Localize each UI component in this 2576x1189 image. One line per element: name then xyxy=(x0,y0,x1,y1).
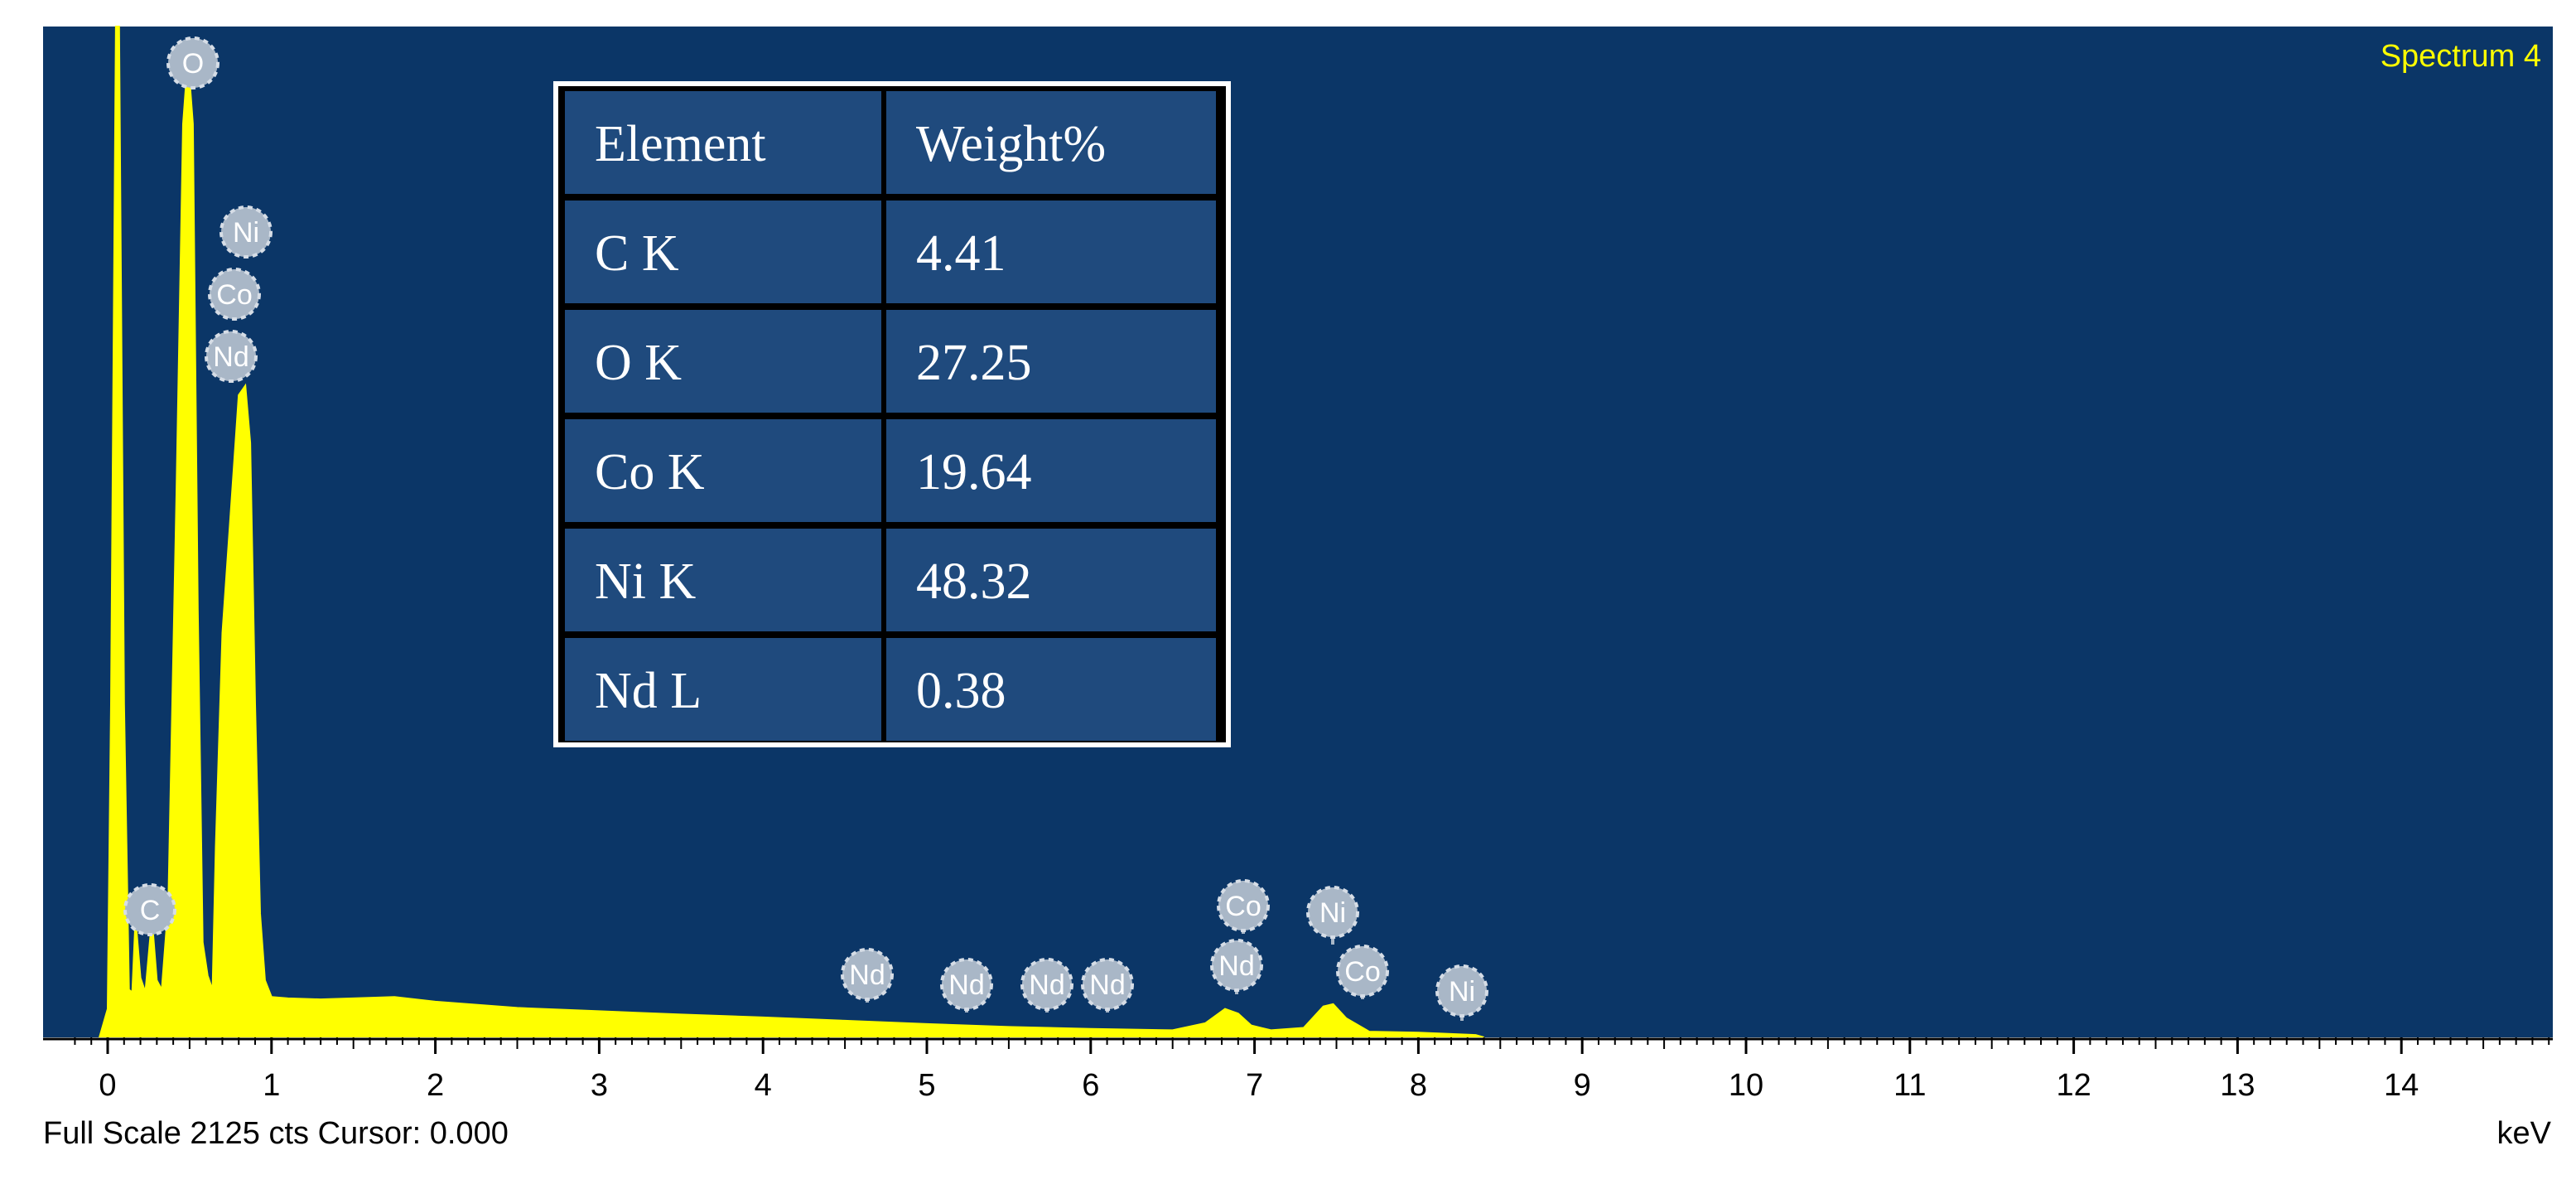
peak-marker-ni: Ni xyxy=(1435,964,1488,1021)
peak-marker-label: Ni xyxy=(233,217,259,249)
x-tick-label: 1 xyxy=(263,1068,280,1103)
peak-marker-nd: Nd xyxy=(205,330,258,383)
peak-marker-bubble xyxy=(208,268,261,321)
weight-value: 19.64 xyxy=(916,444,1032,500)
x-tick-label: 7 xyxy=(1246,1068,1263,1103)
peak-marker-bubble xyxy=(166,36,219,89)
peak-marker-bubble xyxy=(1020,958,1073,1011)
peak-marker-bubble xyxy=(1435,964,1488,1017)
table-cell xyxy=(565,529,881,631)
spectrum-title: Spectrum 4 xyxy=(2381,39,2541,74)
peak-marker-bubble xyxy=(1210,939,1263,992)
peak-marker-label: Nd xyxy=(1218,950,1254,982)
x-tick-label: 14 xyxy=(2384,1068,2419,1103)
full-scale-cursor-readout: Full Scale 2125 cts Cursor: 0.000 xyxy=(43,1116,509,1151)
x-axis-label: keV xyxy=(2497,1116,2552,1151)
peak-marker-label: C xyxy=(140,895,161,926)
peak-marker-label: Nd xyxy=(1029,969,1064,1001)
table-cell xyxy=(886,419,1216,522)
peak-marker-nd: Nd xyxy=(1020,958,1073,1013)
table-header-cell xyxy=(565,91,881,194)
table-cell xyxy=(565,419,881,522)
peak-marker-ni: Ni xyxy=(219,205,273,259)
weight-value: 4.41 xyxy=(916,225,1006,282)
peak-marker-bubble xyxy=(940,958,993,1011)
x-tick-label: 2 xyxy=(427,1068,444,1103)
weight-value: 27.25 xyxy=(916,335,1032,391)
peak-marker-bubble xyxy=(205,330,258,383)
x-tick-label: 3 xyxy=(591,1068,608,1103)
table-cell xyxy=(565,638,881,741)
peak-marker-nd: Nd xyxy=(940,958,993,1013)
table-cell xyxy=(886,310,1216,413)
x-tick-label: 10 xyxy=(1729,1068,1763,1103)
peak-marker-label: Co xyxy=(1225,891,1261,922)
peak-marker-label: Nd xyxy=(1089,969,1125,1001)
peak-marker-bubble xyxy=(219,205,273,259)
weight-value: 0.38 xyxy=(916,663,1006,719)
weight-value: 48.32 xyxy=(916,553,1032,610)
element-name: Co K xyxy=(595,444,705,500)
table-cell xyxy=(565,310,881,413)
table-header-text: Weight% xyxy=(916,116,1106,172)
peak-marker-label: Co xyxy=(1344,956,1380,988)
element-name: O K xyxy=(595,335,682,391)
x-tick-label: 11 xyxy=(1893,1068,1926,1103)
peak-marker-bubble xyxy=(123,883,176,936)
x-tick-label: 6 xyxy=(1082,1068,1099,1103)
plot-area xyxy=(43,27,2553,1037)
table-cell xyxy=(886,529,1216,631)
peak-marker-bubble xyxy=(1081,958,1134,1011)
x-tick-label: 12 xyxy=(2056,1068,2091,1103)
x-tick-label: 8 xyxy=(1410,1068,1427,1103)
weight-percent-table: Element Weight% C K 4.41 O K 27.25 Co K 19.64 Ni… xyxy=(553,81,1231,747)
x-tick-label: 13 xyxy=(2220,1068,2255,1103)
peak-marker-nd: Nd xyxy=(1081,958,1134,1013)
peak-marker-c: C xyxy=(123,883,176,936)
peak-marker-bubble xyxy=(1336,945,1389,998)
peak-marker-label: O xyxy=(182,48,204,80)
peak-marker-label: Ni xyxy=(1449,976,1475,1008)
element-name: Ni K xyxy=(595,553,697,610)
peak-marker-label: Nd xyxy=(849,959,885,991)
peak-marker-bubble xyxy=(1306,886,1359,939)
peak-marker-co: Co xyxy=(208,268,261,321)
peak-marker-label: Nd xyxy=(948,969,984,1001)
table-header-text: Element xyxy=(595,116,766,172)
x-tick-label: 9 xyxy=(1574,1068,1591,1103)
peak-marker-bubble xyxy=(841,948,894,1001)
x-tick-label: 5 xyxy=(918,1068,935,1103)
peak-marker-nd: Nd xyxy=(841,948,894,1003)
peak-marker-co: Co xyxy=(1336,945,1389,999)
element-name: Nd L xyxy=(595,663,702,719)
peak-marker-co: Co xyxy=(1217,879,1270,934)
table-header-cell xyxy=(886,91,1216,194)
peak-marker-ni: Ni xyxy=(1306,886,1359,945)
table-grid xyxy=(558,86,1226,742)
table-cell xyxy=(886,638,1216,741)
table-cell xyxy=(886,201,1216,303)
peak-marker-label: Co xyxy=(216,279,252,311)
element-name: C K xyxy=(595,225,679,282)
peak-marker-label: Nd xyxy=(213,341,248,373)
table-cell xyxy=(565,201,881,303)
peak-marker-o: O xyxy=(166,36,219,89)
x-tick-label: 0 xyxy=(99,1068,116,1103)
peak-marker-bubble xyxy=(1217,879,1270,932)
x-tick-label: 4 xyxy=(755,1068,772,1103)
spectrum-area xyxy=(98,26,1484,1038)
peak-marker-label: Ni xyxy=(1319,897,1346,929)
axis-strip xyxy=(43,1037,2553,1160)
peak-marker-nd: Nd xyxy=(1210,939,1263,994)
